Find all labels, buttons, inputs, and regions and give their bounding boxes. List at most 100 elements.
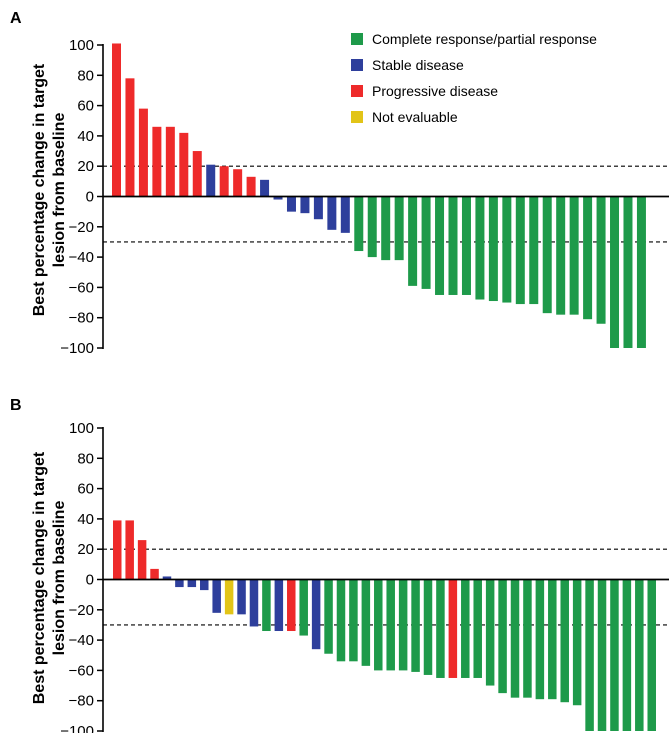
a-bar xyxy=(233,169,243,197)
a-bar xyxy=(475,196,485,300)
a-bar xyxy=(610,196,620,348)
legend-swatch xyxy=(351,111,363,123)
a-bar xyxy=(367,196,377,258)
b-y-tick-label: 100 xyxy=(69,420,94,437)
b-bar xyxy=(622,579,632,731)
a-bar xyxy=(165,126,175,197)
panel-a: A Best percentage change in target lesio… xyxy=(10,10,669,357)
legend-label: Not evaluable xyxy=(372,109,458,125)
b-bar xyxy=(436,579,445,678)
a-y-tick-label: 0 xyxy=(86,189,94,206)
y-axis-label-b-line2: lesion from baseline xyxy=(51,501,68,656)
b-bar xyxy=(510,579,520,698)
a-bar xyxy=(313,196,323,220)
a-bar xyxy=(421,196,431,289)
b-bar xyxy=(224,579,234,615)
legend: Complete response/partial response Stable… xyxy=(351,31,597,125)
a-bar xyxy=(529,196,539,305)
b-y-tick-label: −40 xyxy=(69,632,94,649)
a-y-tick-label: −80 xyxy=(69,310,94,327)
b-bar xyxy=(386,579,395,671)
legend-label: Complete response/partial response xyxy=(372,31,597,47)
b-bar xyxy=(597,579,607,731)
b-bar xyxy=(411,579,420,672)
a-bar xyxy=(502,196,512,303)
a-bar xyxy=(435,196,445,295)
b-bar xyxy=(485,579,495,686)
b-bar xyxy=(572,579,582,706)
a-bar xyxy=(273,196,283,200)
b-bar xyxy=(137,540,147,580)
a-bar xyxy=(381,196,391,261)
a-bar xyxy=(138,108,148,197)
b-bar xyxy=(150,568,159,580)
bars-a xyxy=(112,43,646,348)
a-y-tick-label: 60 xyxy=(77,98,94,115)
b-bar xyxy=(311,579,321,650)
b-bar xyxy=(610,579,619,731)
b-bar xyxy=(349,579,358,662)
a-bar xyxy=(448,196,458,295)
b-bar xyxy=(175,579,184,588)
a-bar xyxy=(408,196,418,286)
a-bar xyxy=(515,196,525,305)
a-bar xyxy=(542,196,552,314)
a-y-tick-label: −100 xyxy=(60,340,94,357)
a-bar xyxy=(354,196,364,252)
b-bar xyxy=(635,579,644,731)
b-y-tick-label: 20 xyxy=(77,541,94,558)
b-y-tick-label: 60 xyxy=(77,481,94,498)
b-y-tick-label: −80 xyxy=(69,693,94,710)
b-bar xyxy=(212,579,221,613)
y-axis-label-b-line1: Best percentage change in target xyxy=(31,451,48,704)
a-bar xyxy=(246,176,256,197)
b-bar xyxy=(448,579,458,678)
a-bar xyxy=(179,132,189,197)
b-bar xyxy=(324,579,333,654)
b-bar xyxy=(647,579,656,731)
b-y-tick-label: 0 xyxy=(86,572,94,589)
a-bar xyxy=(192,151,202,197)
b-y-tick-label: −20 xyxy=(69,602,94,619)
legend-swatch xyxy=(351,85,363,97)
legend-swatch xyxy=(351,33,363,45)
a-bar xyxy=(394,196,404,261)
b-bar xyxy=(187,579,197,588)
bars-b xyxy=(113,520,656,731)
panel-label-b: B xyxy=(10,397,22,414)
b-bar xyxy=(262,579,271,632)
b-bar xyxy=(461,579,470,678)
b-bar xyxy=(423,579,433,675)
b-bar xyxy=(535,579,545,700)
b-bar xyxy=(274,579,284,632)
b-bar xyxy=(249,579,259,627)
b-bar xyxy=(162,576,172,580)
b-y-tick-label: 40 xyxy=(77,511,94,528)
b-bar xyxy=(299,579,308,636)
legend-label: Stable disease xyxy=(372,57,464,73)
legend-swatch xyxy=(351,59,363,71)
b-y-tick-label: 80 xyxy=(77,450,94,467)
y-axis-ticks-b: 100 80 60 40 20 0 −20 −40 −60 −80 −100 xyxy=(60,420,103,733)
legend-label: Progressive disease xyxy=(372,83,498,99)
panel-label-a: A xyxy=(10,10,22,27)
axes-b xyxy=(102,427,669,732)
a-y-tick-label: 80 xyxy=(77,67,94,84)
a-bar xyxy=(556,196,566,315)
a-bar xyxy=(596,196,606,324)
a-bar xyxy=(219,166,229,197)
a-y-tick-label: −60 xyxy=(69,279,94,296)
b-bar xyxy=(113,520,122,580)
a-bar xyxy=(112,43,121,197)
b-bar xyxy=(560,579,569,703)
b-bar xyxy=(237,579,246,615)
a-bar xyxy=(569,196,579,315)
a-bar xyxy=(286,196,296,212)
b-bar xyxy=(523,579,532,698)
a-y-tick-label: 40 xyxy=(77,128,94,145)
y-axis-ticks-a: 100 80 60 40 20 0 −20 −40 −60 −80 −100 xyxy=(60,37,103,357)
b-bar xyxy=(585,579,594,731)
y-axis-label-a-line1: Best percentage change in target xyxy=(31,63,48,316)
a-y-tick-label: −20 xyxy=(69,219,94,236)
b-bar xyxy=(398,579,408,671)
